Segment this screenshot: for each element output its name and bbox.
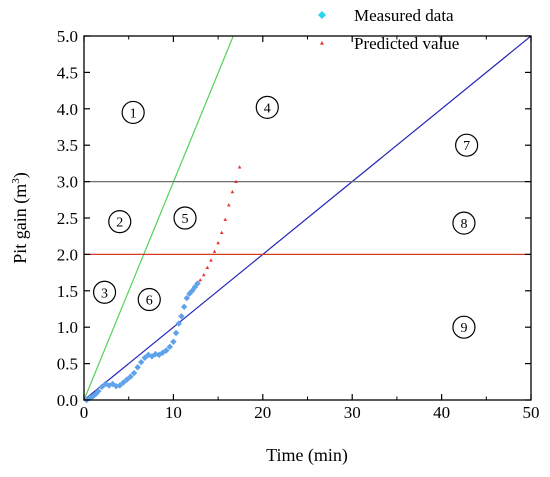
x-tick-label-50: 50 xyxy=(523,403,540,422)
predicted-point-2 xyxy=(201,272,206,277)
measured-point-32 xyxy=(186,290,193,297)
measured-point-6 xyxy=(98,383,106,391)
measured-point-10 xyxy=(112,382,120,390)
measured-point-15 xyxy=(130,369,138,377)
predicted-point-4 xyxy=(209,258,213,262)
region-number-9: 9 xyxy=(460,321,467,336)
region-labels: 1 2 3 4 5 6 7 8 9 xyxy=(92,95,479,339)
region-circle-4 xyxy=(255,95,279,119)
measured-point-26 xyxy=(170,338,177,345)
measured-point-24 xyxy=(163,347,170,354)
region-circle-5 xyxy=(173,206,197,230)
x-tick-label-0: 0 xyxy=(80,403,89,422)
y-tick-label-4: 2.0 xyxy=(57,245,78,264)
legend-marker-measured xyxy=(318,11,326,19)
reference-lines xyxy=(84,36,531,400)
predicted-point-7 xyxy=(219,230,224,234)
region-circle-9 xyxy=(452,315,476,339)
region-circle-6 xyxy=(137,287,161,312)
region-number-8: 8 xyxy=(460,217,467,232)
measured-point-13 xyxy=(123,376,131,383)
region-label-7: 7 xyxy=(455,133,479,157)
y-tick-label-9: 4.5 xyxy=(57,63,78,82)
legend-marker-predicted xyxy=(320,41,324,45)
region-number-6: 6 xyxy=(146,294,153,309)
predicted-point-1 xyxy=(198,278,203,282)
legend-label-predicted: Predicted value xyxy=(354,34,459,53)
reference-line-2 xyxy=(84,36,531,400)
data-points xyxy=(83,165,242,404)
predicted-point-8 xyxy=(223,217,228,221)
region-circle-7 xyxy=(455,133,479,157)
axes: 0 10 20 30 40 50 0.0 0.5 1.0 1.5 2.0 2.5 3.0 3.5 4.0 4.… xyxy=(57,27,540,422)
measured-point-35 xyxy=(194,280,201,287)
region-number-4: 4 xyxy=(264,101,271,116)
region-label-6: 6 xyxy=(137,287,161,312)
measured-point-16 xyxy=(134,364,141,371)
x-tick-label-30: 30 xyxy=(344,403,361,422)
region-number-3: 3 xyxy=(101,286,108,301)
y-tick-label-3: 1.5 xyxy=(57,282,78,301)
region-label-5: 5 xyxy=(173,206,197,230)
predicted-point-6 xyxy=(216,240,220,245)
region-circle-3 xyxy=(92,280,117,304)
measured-point-31 xyxy=(183,294,191,302)
legend: Measured data Predicted value xyxy=(318,6,459,53)
region-number-7: 7 xyxy=(463,139,470,154)
legend-triangle-marker xyxy=(320,41,324,45)
y-tick-label-6: 3.0 xyxy=(57,173,78,192)
y-axis-label: Pit gain (m3) xyxy=(10,172,31,264)
measured-point-27 xyxy=(172,329,180,337)
y-tick-label-8: 4.0 xyxy=(57,100,78,119)
y-tick-label-2: 1.0 xyxy=(57,318,78,337)
measured-point-14 xyxy=(127,373,134,380)
measured-point-30 xyxy=(180,303,188,311)
predicted-point-12 xyxy=(237,165,242,169)
x-tick-label-20: 20 xyxy=(254,403,271,422)
y-tick-label-0: 0.0 xyxy=(57,391,78,410)
region-number-5: 5 xyxy=(182,212,189,227)
region-label-2: 2 xyxy=(108,210,132,234)
predicted-point-10 xyxy=(230,189,235,194)
x-axis-label: Time (min) xyxy=(266,445,348,466)
measured-point-28 xyxy=(175,320,182,327)
region-circle-2 xyxy=(108,210,132,234)
region-circle-8 xyxy=(452,211,476,235)
measured-point-29 xyxy=(178,313,185,320)
measured-point-5 xyxy=(95,388,102,395)
region-label-9: 9 xyxy=(452,315,476,339)
y-tick-label-1: 0.5 xyxy=(57,355,78,374)
measured-point-12 xyxy=(120,379,127,386)
predicted-point-3 xyxy=(205,265,210,269)
legend-label-measured: Measured data xyxy=(354,6,454,25)
reference-line-1 xyxy=(84,36,234,400)
region-number-1: 1 xyxy=(130,106,137,121)
x-tick-label-40: 40 xyxy=(433,403,450,422)
region-label-3: 3 xyxy=(92,280,117,304)
x-tick-label-10: 10 xyxy=(165,403,182,422)
region-label-1: 1 xyxy=(121,100,145,125)
region-number-2: 2 xyxy=(116,216,123,231)
predicted-point-11 xyxy=(234,179,238,184)
legend-diamond-marker xyxy=(318,11,326,19)
predicted-point-9 xyxy=(227,203,231,207)
region-circle-1 xyxy=(121,100,145,125)
measured-point-20 xyxy=(148,353,156,360)
measured-point-11 xyxy=(116,382,123,389)
region-label-8: 8 xyxy=(452,211,476,235)
y-tick-label-7: 3.5 xyxy=(57,136,78,155)
measured-point-17 xyxy=(138,358,145,366)
measured-point-18 xyxy=(141,354,148,361)
measured-point-8 xyxy=(105,382,113,389)
predicted-point-5 xyxy=(212,249,217,253)
measured-point-25 xyxy=(166,343,174,351)
region-label-4: 4 xyxy=(255,95,279,119)
y-axis-label-superscript: 3 xyxy=(10,178,22,184)
y-tick-label-5: 2.5 xyxy=(57,209,78,228)
y-tick-label-10: 5.0 xyxy=(57,27,78,46)
